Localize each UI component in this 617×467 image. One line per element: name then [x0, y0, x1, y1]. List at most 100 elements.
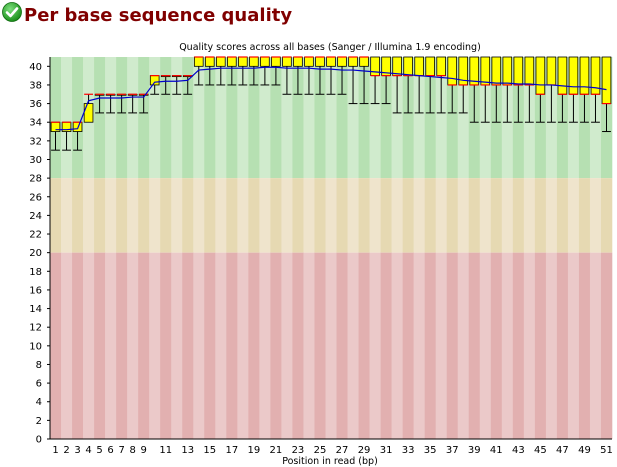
box — [535, 56, 546, 95]
y-tick-label: 18 — [29, 267, 42, 278]
zone-band — [523, 252, 536, 439]
zone-band — [193, 57, 205, 179]
zone-band — [402, 252, 414, 439]
box — [227, 56, 237, 67]
zone-band — [204, 178, 216, 253]
zone-band — [160, 178, 172, 253]
quality-zones — [50, 57, 613, 439]
zone-band — [105, 57, 117, 179]
box — [72, 121, 83, 132]
box — [403, 56, 413, 77]
x-tick-label: 43 — [512, 445, 525, 456]
y-tick-label: 20 — [29, 248, 42, 259]
box — [215, 56, 226, 67]
zone-band — [292, 57, 304, 179]
y-tick-label: 34 — [29, 118, 42, 129]
zone-band — [402, 178, 414, 253]
zone-band — [248, 57, 260, 179]
zone-band — [50, 57, 62, 179]
zone-band — [83, 252, 95, 439]
zone-band — [358, 57, 370, 179]
zone-band — [50, 252, 62, 439]
x-tick-label: 33 — [402, 445, 415, 456]
zone-band — [446, 252, 459, 439]
zone-band — [270, 252, 282, 439]
zone-band — [182, 252, 194, 439]
x-tick-label: 2 — [63, 445, 69, 456]
zone-band — [336, 178, 348, 253]
zone-band — [215, 57, 227, 179]
zone-band — [424, 178, 436, 253]
zone-band — [413, 252, 425, 439]
zone-band — [325, 178, 337, 253]
zone-band — [523, 178, 536, 253]
zone-band — [567, 178, 580, 253]
x-tick-label: 3 — [74, 445, 80, 456]
check-icon — [2, 2, 22, 22]
zone-band — [292, 252, 304, 439]
zone-band — [325, 57, 337, 179]
zone-band — [127, 57, 139, 179]
zone-band — [589, 252, 602, 439]
y-tick-label: 2 — [36, 416, 42, 427]
box — [491, 56, 502, 86]
zone-band — [391, 57, 403, 179]
box — [293, 56, 303, 67]
x-tick-label: 21 — [270, 445, 283, 456]
zone-band — [479, 252, 492, 439]
x-tick-label: 4 — [85, 445, 91, 456]
zone-band — [83, 178, 95, 253]
y-tick-label: 24 — [29, 211, 42, 222]
x-tick-label: 45 — [534, 445, 547, 456]
zone-band — [281, 178, 293, 253]
x-tick-label: 41 — [490, 445, 503, 456]
zone-band — [358, 178, 370, 253]
zone-band — [369, 178, 381, 253]
chart-title: Quality scores across all bases (Sanger … — [179, 42, 481, 53]
box — [557, 56, 568, 95]
zone-band — [270, 178, 282, 253]
zone-band — [237, 178, 249, 253]
box — [326, 56, 336, 67]
zone-band — [545, 252, 558, 439]
y-tick-label: 0 — [36, 435, 42, 446]
y-tick-label: 14 — [29, 304, 42, 315]
zone-band — [204, 252, 216, 439]
zone-band — [127, 178, 139, 253]
box — [304, 56, 314, 67]
y-tick-label: 38 — [29, 80, 42, 91]
zone-band — [479, 178, 492, 253]
x-tick-label: 7 — [118, 445, 124, 456]
zone-band — [336, 57, 348, 179]
zone-band — [336, 252, 348, 439]
x-tick-label: 13 — [181, 445, 194, 456]
x-tick-label: 19 — [247, 445, 260, 456]
zone-band — [380, 57, 392, 179]
zone-band — [138, 252, 150, 439]
zone-band — [534, 252, 547, 439]
zone-band — [413, 57, 425, 179]
zone-band — [347, 178, 359, 253]
zone-band — [391, 252, 403, 439]
box — [480, 56, 491, 86]
zone-band — [226, 57, 238, 179]
zone-band — [314, 252, 326, 439]
box — [238, 56, 248, 67]
box — [149, 75, 160, 86]
x-tick-label: 35 — [424, 445, 437, 456]
zone-band — [457, 178, 470, 253]
zone-band — [94, 178, 106, 253]
zone-band — [303, 57, 315, 179]
zone-band — [314, 178, 326, 253]
zone-band — [490, 252, 503, 439]
y-tick-label: 28 — [29, 174, 42, 185]
zone-band — [94, 57, 106, 179]
box — [392, 56, 402, 77]
zone-band — [127, 252, 139, 439]
zone-band — [171, 57, 183, 179]
zone-band — [435, 178, 448, 253]
zone-band — [490, 178, 503, 253]
zone-band — [347, 252, 359, 439]
zone-band — [435, 57, 448, 179]
